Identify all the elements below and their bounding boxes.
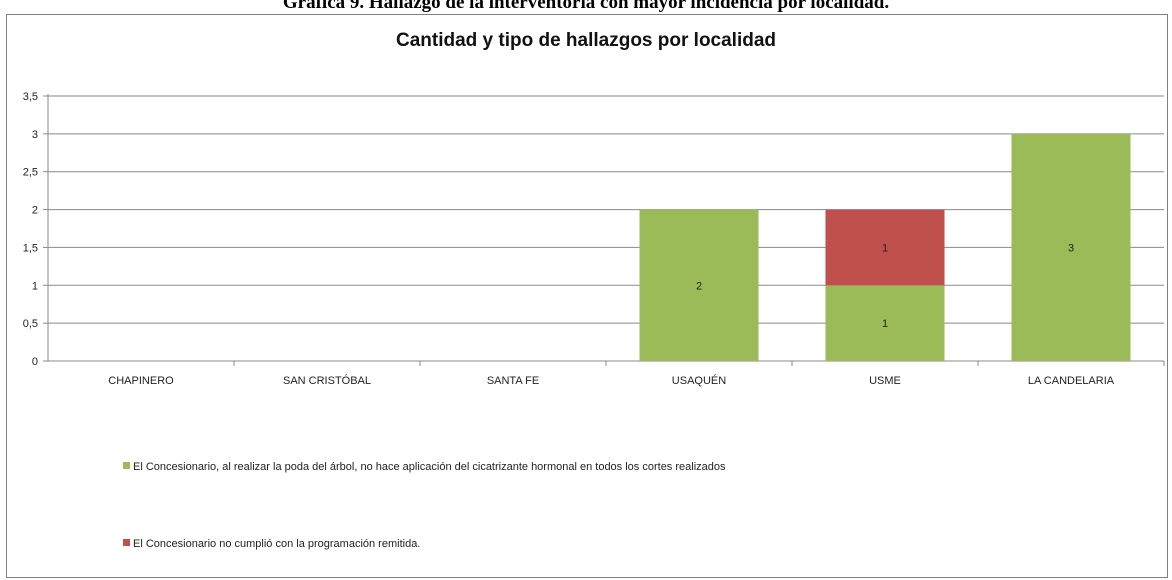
legend-label: El Concesionario, al realizar la poda de…: [133, 461, 726, 473]
y-tick-label: 3: [32, 129, 38, 141]
y-tick-label: 1: [32, 280, 38, 292]
chart-title: Cantidad y tipo de hallazgos por localid…: [396, 30, 776, 51]
x-category-label: USME: [869, 375, 901, 387]
x-category-label: SANTA FE: [487, 375, 539, 387]
chart-frame: [6, 14, 1168, 578]
bar-data-label: 1: [882, 318, 888, 330]
legend-label: El Concesionario no cumplió con la progr…: [133, 538, 420, 550]
legend-swatch: [123, 462, 130, 469]
y-tick-label: 2,5: [23, 167, 38, 179]
x-category-label: CHAPINERO: [108, 375, 174, 387]
bar-segment: [639, 209, 759, 361]
bar-segment: [825, 285, 945, 361]
bar-data-label: 1: [882, 242, 888, 254]
y-tick-label: 2: [32, 205, 38, 217]
x-category-label: USAQUÉN: [672, 374, 726, 387]
x-category-label: SAN CRISTÓBAL: [283, 374, 371, 387]
bar-segment: [1011, 133, 1131, 361]
x-axis-categories: CHAPINERO SAN CRISTÓBAL SANTA FE USAQUÉN USM…: [108, 374, 1114, 387]
bar-segment: [825, 209, 945, 286]
bar-data-label: 2: [696, 280, 702, 292]
bars: 2 1 1 3: [639, 133, 1131, 361]
legend-swatch: [123, 539, 130, 546]
figure-caption: Gráfica 9. Hallazgo de la interventoría …: [282, 0, 890, 13]
y-tick-label: 3,5: [23, 91, 38, 103]
x-category-label: LA CANDELARIA: [1028, 375, 1115, 387]
bar-data-label: 3: [1068, 242, 1074, 254]
y-axis-ticks: 0 0,5 1 1,5 2 2,5 3 3,5: [23, 91, 38, 368]
legend: El Concesionario, al realizar la poda de…: [123, 461, 726, 550]
gridlines: [43, 94, 1165, 366]
y-tick-label: 1,5: [23, 242, 38, 254]
y-tick-label: 0: [32, 356, 38, 368]
y-tick-label: 0,5: [23, 318, 38, 330]
